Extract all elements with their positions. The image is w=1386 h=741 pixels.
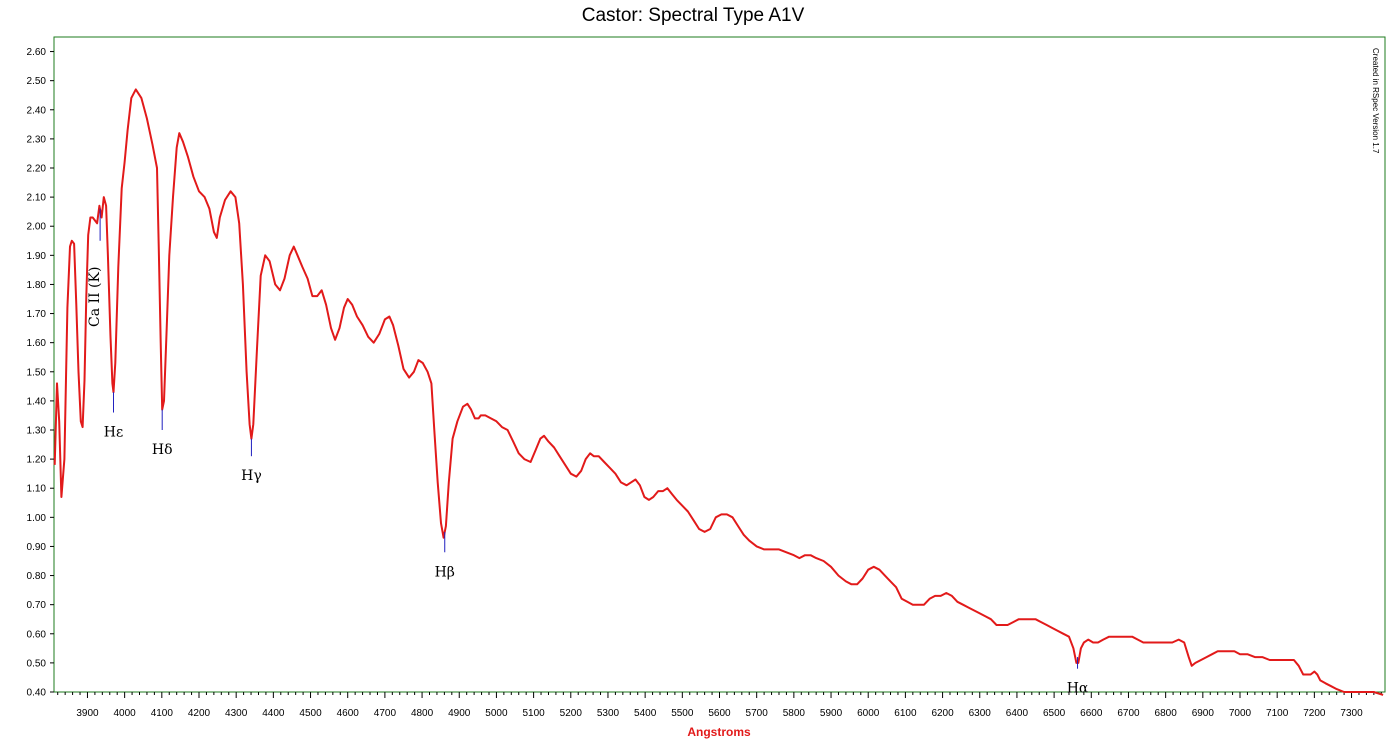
y-tick-label: 1.10 [27, 484, 47, 495]
x-tick-label: 6200 [931, 708, 954, 719]
x-tick-label: 4200 [188, 708, 211, 719]
y-tick-label: 0.40 [27, 688, 47, 699]
x-tick-label: 6400 [1006, 708, 1029, 719]
x-tick-label: 6300 [969, 708, 992, 719]
chart-title: Castor: Spectral Type A1V [581, 5, 805, 26]
x-tick-label: 7200 [1303, 708, 1326, 719]
x-tick-label: 4900 [448, 708, 471, 719]
x-tick-label: 5000 [485, 708, 508, 719]
y-tick-label: 2.10 [27, 193, 47, 204]
spectrum-line [53, 88, 1384, 696]
y-tick-label: 0.60 [27, 629, 47, 640]
y-tick-label: 1.70 [27, 309, 47, 320]
x-tick-label: 3900 [76, 708, 99, 719]
x-tick-label: 5700 [746, 708, 769, 719]
x-tick-label: 4000 [114, 708, 137, 719]
line-markers: Ca II (K) Hε Hδ Hγ Hβ Hα [87, 208, 1089, 697]
x-tick-label: 4400 [262, 708, 285, 719]
y-tick-label: 2.30 [27, 134, 47, 145]
x-tick-label: 4500 [299, 708, 322, 719]
x-tick-label: 5500 [671, 708, 694, 719]
x-tick-label: 6800 [1155, 708, 1178, 719]
y-tick-label: 0.70 [27, 600, 47, 611]
y-tick-label: 0.50 [27, 658, 47, 669]
x-tick-label: 7000 [1229, 708, 1252, 719]
y-tick-label: 1.20 [27, 455, 47, 466]
y-tick-label: 1.00 [27, 513, 47, 524]
x-tick-label: 5800 [783, 708, 806, 719]
line-marker-label: Hγ [241, 468, 262, 484]
y-tick-label: 1.30 [27, 426, 47, 437]
spectrum-series [53, 88, 1384, 696]
line-marker-label: Hδ [152, 442, 173, 458]
x-tick-label: 6500 [1043, 708, 1066, 719]
x-tick-label: 7300 [1340, 708, 1363, 719]
x-tick-label: 5100 [522, 708, 545, 719]
y-tick-label: 0.90 [27, 542, 47, 553]
y-tick-label: 2.00 [27, 222, 47, 233]
line-marker-label: Ca II (K) [87, 267, 103, 327]
y-tick-label: 1.90 [27, 251, 47, 262]
y-tick-label: 2.40 [27, 105, 47, 116]
x-tick-label: 5300 [597, 708, 620, 719]
line-marker-label: Hβ [435, 564, 455, 580]
y-tick-label: 1.50 [27, 367, 47, 378]
y-tick-label: 1.40 [27, 396, 47, 407]
x-axis: 3900 4000 4100 4200 4300 4400 4500 4600 4700 4800… [57, 692, 1382, 719]
x-tick-label: 4300 [225, 708, 248, 719]
x-tick-label: 6100 [894, 708, 917, 719]
x-tick-label: 6900 [1192, 708, 1215, 719]
line-marker-label: Hε [104, 425, 123, 441]
x-tick-label: 6000 [857, 708, 880, 719]
y-tick-label: 2.60 [27, 47, 47, 58]
x-tick-label: 5600 [708, 708, 731, 719]
credit-annotation: Created in RSpec Version 1.7 [1371, 48, 1380, 154]
y-tick-label: 0.80 [27, 571, 47, 582]
x-tick-label: 4100 [151, 708, 174, 719]
x-tick-label: 5400 [634, 708, 657, 719]
y-tick-label: 1.60 [27, 338, 47, 349]
x-tick-label: 4600 [337, 708, 360, 719]
x-tick-label: 6600 [1080, 708, 1103, 719]
y-tick-label: 2.20 [27, 164, 47, 175]
x-tick-label: 5900 [820, 708, 843, 719]
x-tick-label: 5200 [560, 708, 583, 719]
x-axis-label: Angstroms [687, 725, 751, 739]
x-tick-label: 4700 [374, 708, 397, 719]
y-tick-label: 2.50 [27, 76, 47, 87]
x-tick-label: 4800 [411, 708, 434, 719]
y-axis: 0.40 0.50 0.60 0.70 0.80 0.90 1.00 1.10 1.20 1.30… [27, 47, 54, 699]
x-tick-label: 6700 [1117, 708, 1140, 719]
y-tick-label: 1.80 [27, 280, 47, 291]
plot-frame [53, 36, 1386, 693]
line-marker-label: Hα [1067, 681, 1089, 697]
x-tick-label: 7100 [1266, 708, 1289, 719]
